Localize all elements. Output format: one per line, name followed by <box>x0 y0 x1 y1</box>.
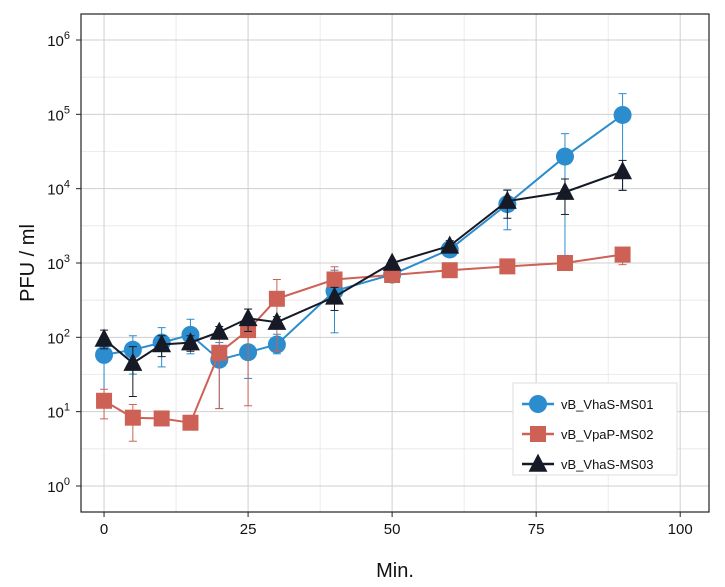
legend-label: vB_VhaS-MS03 <box>561 457 654 472</box>
data-point <box>613 161 633 180</box>
axis-ticks: 0 25 50 75 100 100 101 102 103 104 105 106 <box>47 30 693 538</box>
y-tick-label: 105 <box>47 104 70 124</box>
series-1 <box>96 246 631 442</box>
y-axis-title: PFU / ml <box>17 224 39 302</box>
legend-marker <box>530 426 546 442</box>
x-tick-label: 75 <box>528 521 545 538</box>
legend-marker <box>529 395 547 413</box>
data-point <box>123 352 143 371</box>
data-point <box>95 345 114 364</box>
y-tick-label: 100 <box>47 476 70 496</box>
x-axis-title: Min. <box>376 560 414 582</box>
series-0 <box>95 93 632 410</box>
data-point <box>124 409 141 426</box>
data-point <box>268 290 285 307</box>
data-point <box>181 332 200 351</box>
data-point <box>182 414 199 431</box>
data-point <box>440 235 460 254</box>
y-tick-label: 101 <box>47 402 70 422</box>
y-tick-label: 106 <box>47 30 70 50</box>
data-point <box>153 410 170 427</box>
data-point <box>555 181 575 200</box>
y-tick-label: 104 <box>47 179 70 199</box>
data-point <box>556 255 573 271</box>
series-2 <box>94 159 633 397</box>
data-point <box>152 334 172 353</box>
x-tick-label: 0 <box>100 521 108 538</box>
legend-label: vB_VhaS-MS01 <box>561 397 654 412</box>
y-tick-label: 102 <box>47 327 70 347</box>
data-point <box>209 321 229 340</box>
data-point <box>96 392 113 409</box>
data-point <box>267 311 287 330</box>
data-point <box>211 344 228 361</box>
data-point <box>497 190 517 209</box>
legend-entry: vB_VhaS-MS01 <box>522 395 654 413</box>
data-point <box>382 252 402 271</box>
data-point <box>613 105 632 124</box>
legend-marker <box>528 453 548 472</box>
data-point <box>441 262 458 279</box>
data-point <box>94 328 114 347</box>
data-point <box>614 246 631 263</box>
series-layer <box>94 93 633 442</box>
data-point <box>499 258 516 275</box>
x-tick-label: 50 <box>384 521 401 538</box>
y-tick-label: 103 <box>47 253 70 273</box>
x-tick-label: 100 <box>668 521 693 538</box>
legend: vB_VhaS-MS01 vB_VpaP-MS02 vB_VhaS-MS03 <box>512 382 678 476</box>
data-point <box>325 286 344 305</box>
data-point <box>326 271 343 288</box>
data-point <box>384 266 401 283</box>
data-point <box>238 308 258 327</box>
data-point <box>555 147 574 166</box>
legend-entry: vB_VpaP-MS02 <box>522 426 654 442</box>
legend-entry: vB_VhaS-MS03 <box>522 453 654 472</box>
legend-label: vB_VpaP-MS02 <box>561 427 654 442</box>
x-tick-label: 25 <box>240 521 257 538</box>
